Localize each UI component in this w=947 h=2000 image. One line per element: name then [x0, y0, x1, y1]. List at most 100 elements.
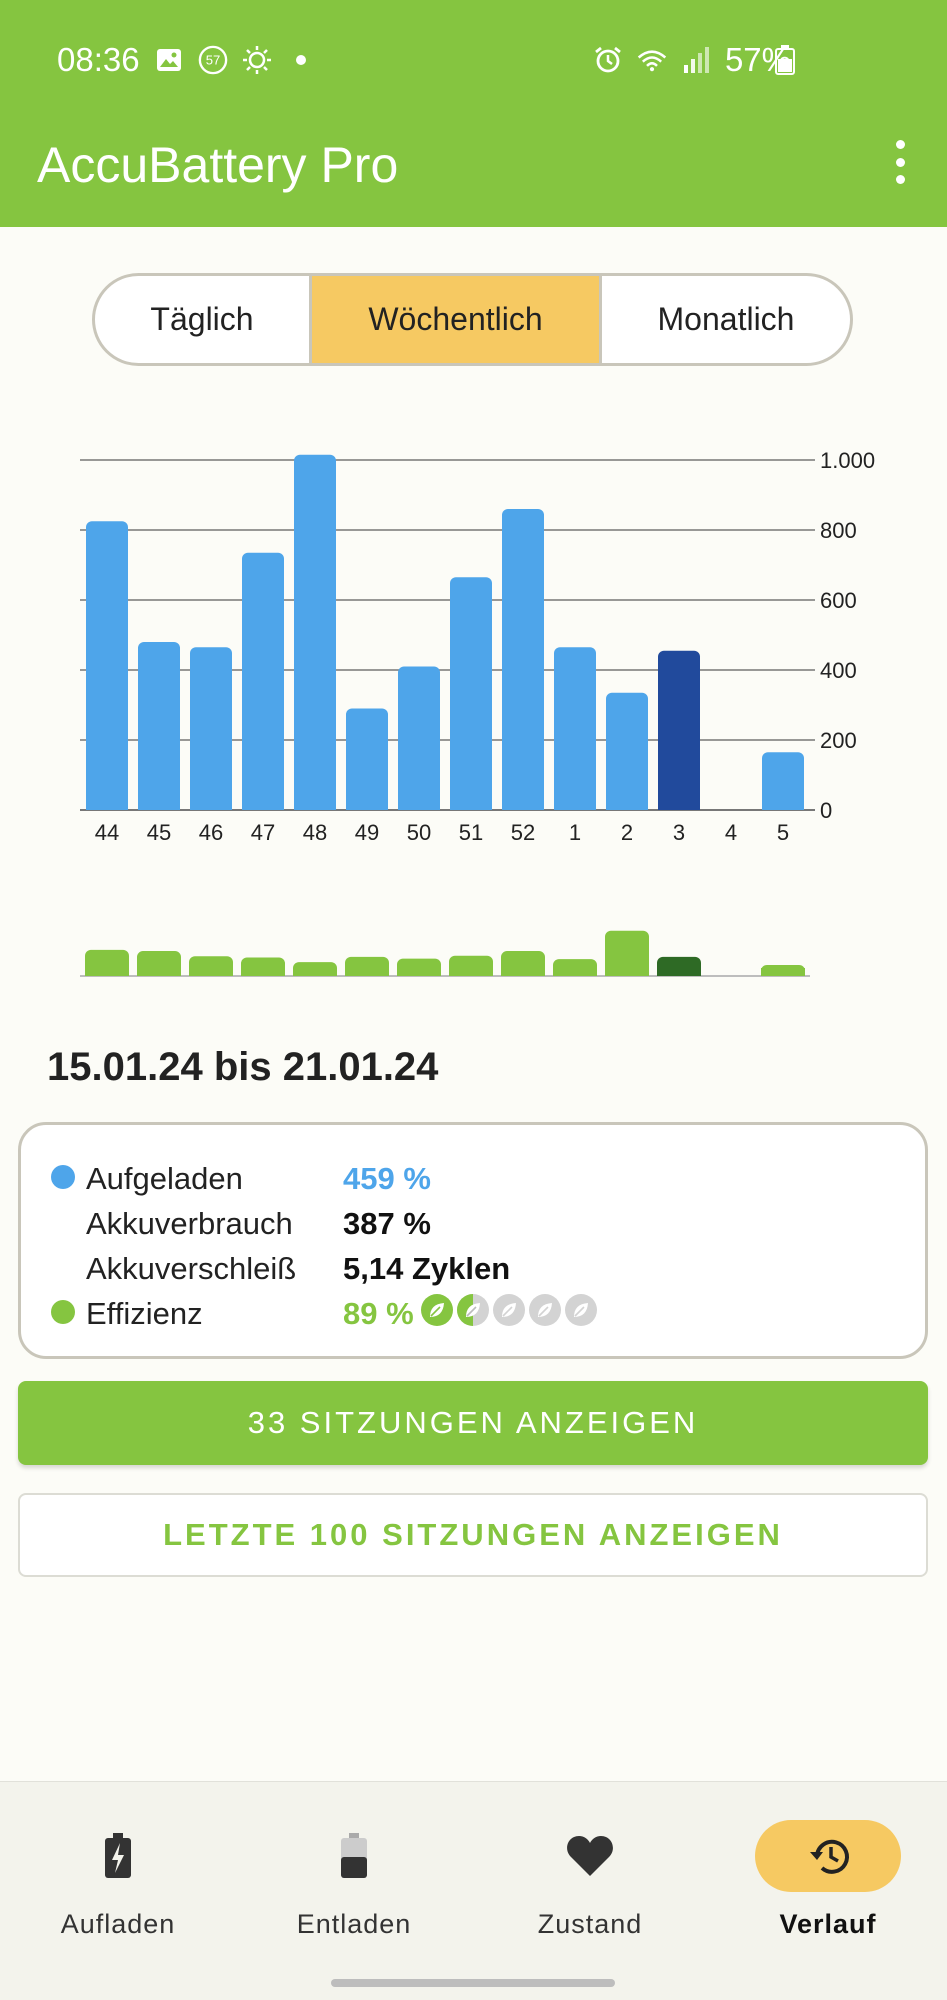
- charged-label: Aufgeladen: [86, 1161, 243, 1196]
- nav-health-label: Zustand: [537, 1909, 643, 1939]
- efficiency-bar-base: [137, 968, 181, 976]
- chart-bar-base: [554, 802, 596, 810]
- y-tick-label: 0: [820, 798, 832, 823]
- efficiency-bar-base: [397, 968, 441, 976]
- chart-bar[interactable]: [294, 454, 336, 810]
- chart-bar-base: [762, 802, 804, 810]
- heart-icon: [517, 1820, 663, 1892]
- y-tick-label: 800: [820, 518, 857, 543]
- bottom-navigation: Aufladen Entladen Zustand Verlauf: [0, 1781, 947, 2000]
- y-tick-label: 400: [820, 658, 857, 683]
- leaf-icon: [457, 1294, 489, 1326]
- chart-bar[interactable]: [502, 509, 544, 810]
- chart-bar[interactable]: [398, 666, 440, 811]
- efficiency-label: Effizienz: [86, 1296, 203, 1331]
- battery-discharge-icon: [281, 1820, 427, 1892]
- date-range-title: 15.01.24 bis 21.01.24: [47, 1045, 439, 1089]
- chart-bar-base: [190, 802, 232, 810]
- y-tick-label: 600: [820, 588, 857, 613]
- efficiency-legend-dot: [51, 1300, 75, 1324]
- status-time: 08:36: [57, 41, 140, 78]
- chart-bar-base: [502, 802, 544, 810]
- chart-bar[interactable]: [658, 650, 700, 810]
- nav-history-label: Verlauf: [779, 1909, 877, 1939]
- nav-discharge[interactable]: Entladen: [236, 1810, 472, 1950]
- wear-value: 5,14 Zyklen: [343, 1251, 511, 1286]
- chart-bar-base: [86, 802, 128, 810]
- battery-icon: [770, 45, 800, 75]
- usage-label: Akkuverbrauch: [86, 1206, 293, 1241]
- chart-bar[interactable]: [346, 708, 388, 811]
- tab-weekly[interactable]: Wöchentlich: [309, 276, 599, 363]
- overflow-menu-icon[interactable]: [890, 140, 910, 184]
- efficiency-rating: [421, 1294, 597, 1326]
- stats-card: Aufgeladen 459 % Akkuverbrauch 387 % Akk…: [18, 1122, 928, 1359]
- leaf-icon: [565, 1294, 597, 1326]
- efficiency-bar-base: [345, 968, 389, 976]
- charged-value: 459 %: [343, 1161, 431, 1196]
- y-tick-label: 1.000: [820, 448, 875, 473]
- x-tick-label: 52: [511, 820, 535, 845]
- nav-history[interactable]: Verlauf: [710, 1810, 946, 1950]
- image-icon: [154, 45, 184, 75]
- charged-legend-dot: [51, 1165, 75, 1189]
- nav-health[interactable]: Zustand: [472, 1810, 708, 1950]
- home-indicator[interactable]: [331, 1979, 615, 1987]
- tab-monthly[interactable]: Monatlich: [599, 276, 850, 363]
- chart-bar[interactable]: [242, 552, 284, 810]
- history-icon: [755, 1820, 901, 1892]
- x-tick-label: 2: [621, 820, 633, 845]
- leaf-icon: [421, 1294, 453, 1326]
- chart-bar-base: [138, 802, 180, 810]
- x-tick-label: 49: [355, 820, 379, 845]
- show-last-100-sessions-button[interactable]: LETZTE 100 SITZUNGEN ANZEIGEN: [18, 1493, 928, 1577]
- chart-bar[interactable]: [190, 647, 232, 810]
- chart-bar-base: [346, 802, 388, 810]
- efficiency-bar-base: [189, 968, 233, 976]
- status-bar-right: 57%: [593, 40, 791, 80]
- x-tick-label: 46: [199, 820, 223, 845]
- x-tick-label: 5: [777, 820, 789, 845]
- efficiency-bar-base: [293, 968, 337, 976]
- leaf-icon: [529, 1294, 561, 1326]
- tab-daily[interactable]: Täglich: [150, 301, 254, 337]
- chart-bar-base: [398, 802, 440, 810]
- notif-count: 57: [205, 53, 220, 68]
- status-bar-left: 08:36 57: [57, 40, 316, 80]
- chart-bar[interactable]: [138, 642, 180, 810]
- chart-bar-base: [294, 802, 336, 810]
- leaf-icon: [493, 1294, 525, 1326]
- chart-bar[interactable]: [554, 647, 596, 810]
- nav-charge[interactable]: Aufladen: [0, 1810, 236, 1950]
- stat-row-charged: Aufgeladen 459 %: [21, 1157, 925, 1201]
- x-tick-label: 3: [673, 820, 685, 845]
- dot-icon: [286, 45, 316, 75]
- x-tick-label: 47: [251, 820, 275, 845]
- y-tick-label: 200: [820, 728, 857, 753]
- battery-charging-icon: [45, 1820, 191, 1892]
- app-title: AccuBattery Pro: [37, 137, 399, 193]
- chart-bar[interactable]: [450, 577, 492, 810]
- efficiency-bar[interactable]: [605, 930, 649, 976]
- brightness-icon: [242, 45, 272, 75]
- chart-bar[interactable]: [606, 692, 648, 810]
- usage-value: 387 %: [343, 1206, 431, 1241]
- nav-discharge-label: Entladen: [296, 1909, 412, 1939]
- x-tick-label: 50: [407, 820, 431, 845]
- efficiency-bar-base: [761, 968, 805, 976]
- x-tick-label: 4: [725, 820, 737, 845]
- efficiency-bar-base: [501, 968, 545, 976]
- x-tick-label: 45: [147, 820, 171, 845]
- efficiency-bar-chart[interactable]: [0, 880, 947, 980]
- x-tick-label: 48: [303, 820, 327, 845]
- wifi-icon: [637, 45, 667, 75]
- chart-bar[interactable]: [86, 521, 128, 810]
- chart-bar[interactable]: [762, 752, 804, 810]
- show-sessions-button[interactable]: 33 SITZUNGEN ANZEIGEN: [18, 1381, 928, 1465]
- efficiency-bar-base: [657, 968, 701, 976]
- x-tick-label: 51: [459, 820, 483, 845]
- chart-bar-base: [450, 802, 492, 810]
- efficiency-bar-base: [85, 968, 129, 976]
- app-bar: 08:36 57 57% AccuBattery Pro: [0, 0, 947, 227]
